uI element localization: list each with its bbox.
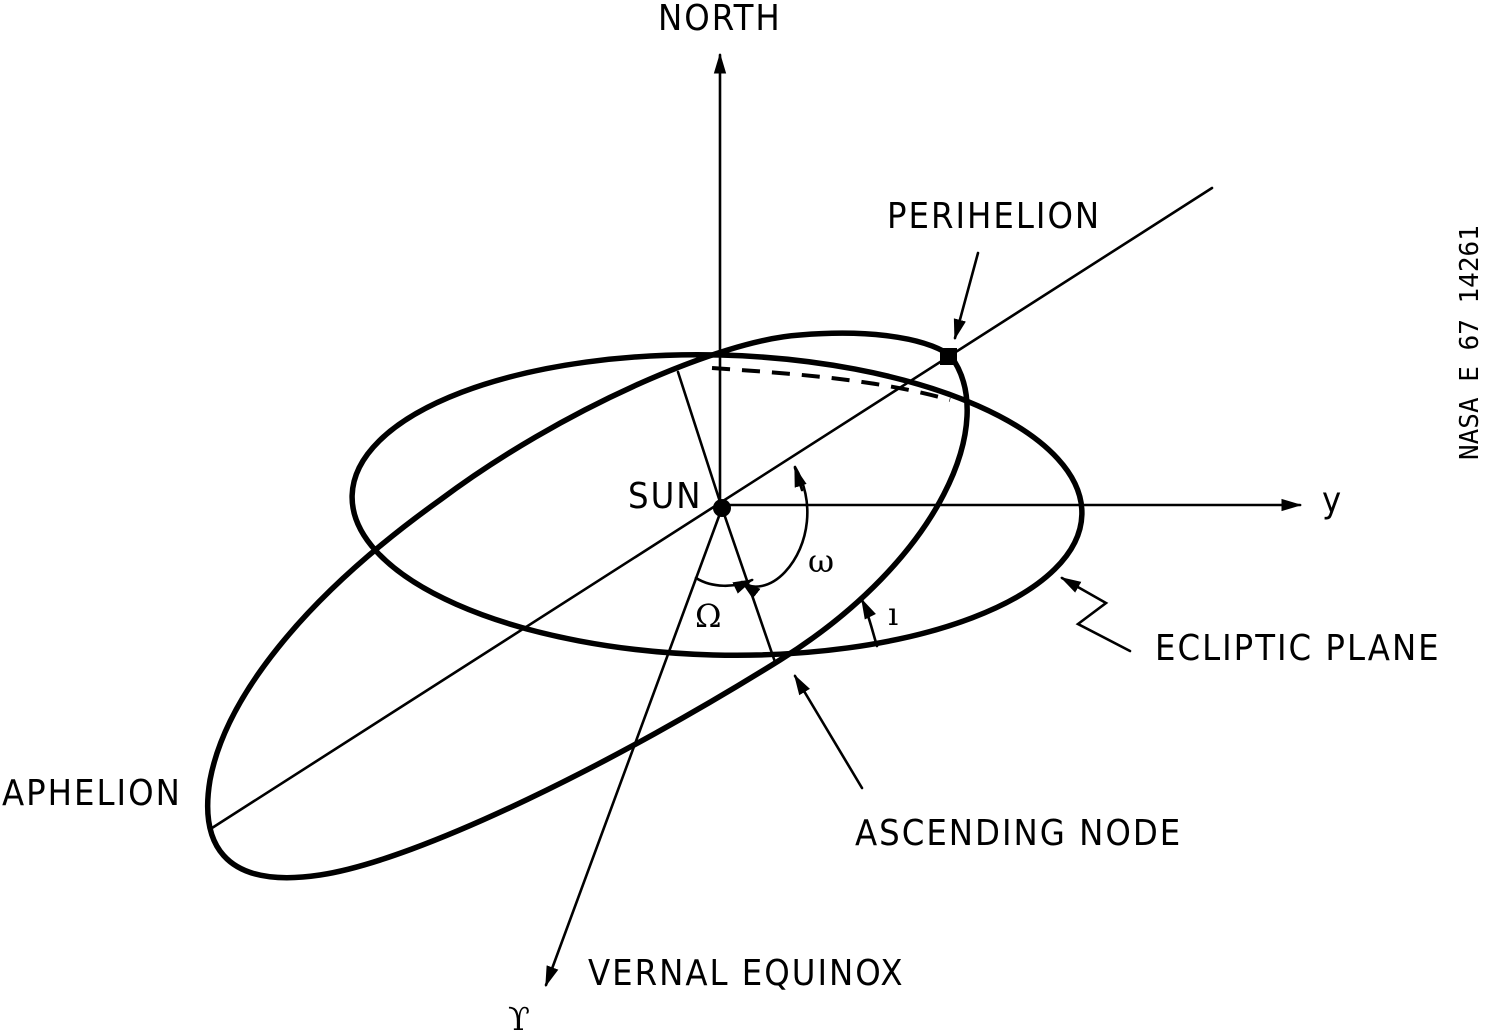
ecliptic-plane-label: ECLIPTIC PLANE [1155, 628, 1441, 669]
node-longitude-label: Ω [695, 597, 722, 635]
ascending-node-pointer [793, 674, 864, 790]
omega-label: ω [808, 542, 834, 580]
vernal-symbol-label: ϒ [508, 1000, 530, 1034]
omega-arc [740, 465, 809, 599]
y-axis-label: y [1322, 480, 1343, 521]
aphelion-label: APHELION [2, 773, 182, 814]
inclination-arc [860, 598, 879, 648]
orbit-ellipse [204, 330, 970, 881]
sun-point [713, 499, 731, 517]
perihelion-label: PERIHELION [887, 196, 1101, 237]
apsides-line [210, 186, 1214, 830]
north-label: NORTH [658, 0, 782, 39]
inclination-label: ı [888, 595, 898, 633]
perihelion-pointer [953, 251, 980, 341]
node-longitude-arc [694, 576, 754, 594]
vernal-equinox-label: VERNAL EQUINOX [588, 953, 905, 994]
sun-label: SUN [628, 476, 703, 517]
figure-code-label: NASA E 67 14261 [1455, 225, 1485, 460]
orbit-hidden-segment [711, 366, 951, 402]
omega-start-arrow [793, 466, 807, 492]
sun-to-rear-line [676, 370, 724, 510]
vernal-equinox-axis [544, 506, 724, 987]
ecliptic-pointer [1060, 576, 1132, 653]
ascending-node-label: ASCENDING NODE [855, 813, 1182, 854]
perihelion-point [940, 348, 957, 365]
